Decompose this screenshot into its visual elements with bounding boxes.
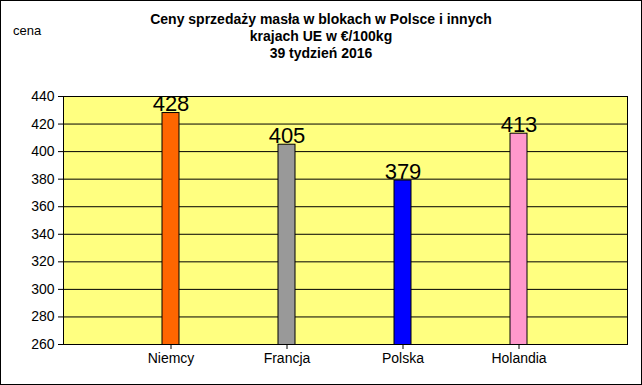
svg-text:300: 300 (31, 281, 55, 297)
svg-text:280: 280 (31, 308, 55, 324)
svg-text:360: 360 (31, 198, 55, 214)
svg-text:400: 400 (31, 143, 55, 159)
svg-text:413: 413 (501, 112, 538, 137)
svg-text:380: 380 (31, 171, 55, 187)
svg-text:Francja: Francja (264, 350, 311, 366)
svg-text:379: 379 (385, 159, 422, 184)
svg-text:340: 340 (31, 226, 55, 242)
svg-text:Holandia: Holandia (491, 350, 546, 366)
svg-text:260: 260 (31, 336, 55, 352)
svg-text:440: 440 (31, 88, 55, 104)
svg-text:320: 320 (31, 253, 55, 269)
svg-text:Polska: Polska (382, 350, 424, 366)
svg-text:420: 420 (31, 116, 55, 132)
html-text:cena: cena (13, 23, 42, 38)
svg-text:428: 428 (153, 91, 190, 116)
html-text:Ceny sprzedaży masła w blokach: Ceny sprzedaży masła w blokach w Polsce … (150, 11, 492, 61)
svg-text:Niemcy: Niemcy (148, 350, 195, 366)
svg-text:405: 405 (269, 123, 306, 148)
